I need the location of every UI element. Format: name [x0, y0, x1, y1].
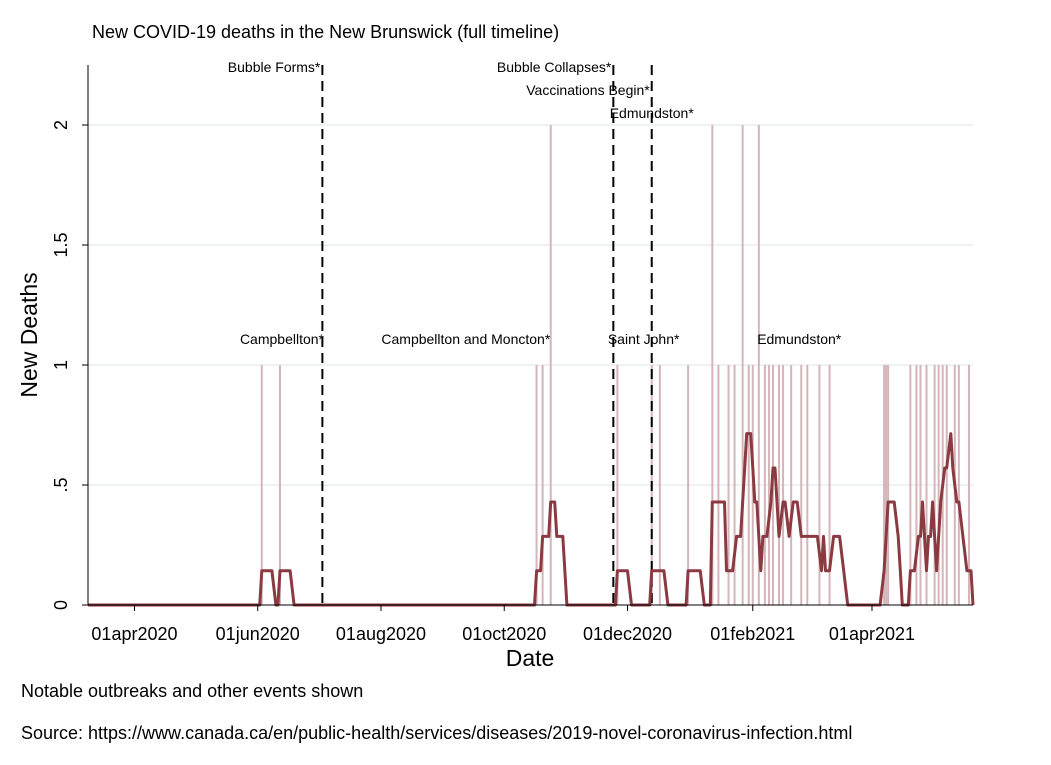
outbreak-label: Saint John* [608, 331, 680, 347]
seven-day-average-line [88, 432, 975, 607]
x-axis-title: Date [506, 645, 555, 671]
y-tick-label: 1.5 [51, 232, 71, 257]
outbreak-label: Campbellton and Moncton* [381, 331, 550, 347]
deaths-timeline-chart: New COVID-19 deaths in the New Brunswick… [16, 22, 975, 671]
outbreak-label: Edmundston* [757, 331, 842, 347]
chart-subtitle-note: Notable outbreaks and other events shown [21, 681, 364, 701]
seven-day-average-series [88, 432, 975, 607]
y-axis-title: New Deaths [16, 272, 42, 397]
x-tick-label: 01apr2021 [829, 624, 915, 644]
event-label: Edmundston* [610, 105, 695, 121]
outbreak-label: Campbellton* [240, 331, 325, 347]
y-tick-label: .5 [51, 477, 71, 492]
x-tick-label: 01feb2021 [710, 624, 795, 644]
x-tick-label: 01oct2020 [462, 624, 546, 644]
daily-deaths-spikes [260, 125, 970, 605]
event-label: Bubble Collapses* [497, 59, 612, 75]
event-lines [321, 65, 653, 605]
event-label: Vaccinations Begin* [526, 82, 650, 98]
y-tick-label: 0 [51, 600, 71, 610]
x-tick-label: 01dec2020 [583, 624, 672, 644]
x-tick-label: 01aug2020 [336, 624, 426, 644]
annotation-labels: Bubble Forms* Bubble Collapses* Vaccinatio… [228, 59, 842, 347]
chart-title: New COVID-19 deaths in the New Brunswick… [92, 22, 559, 42]
axes: 0 .5 1 1.5 2 01apr2020 01jun2020 01aug2020 01oct… [51, 65, 973, 644]
x-tick-label: 01jun2020 [216, 624, 300, 644]
source-note: Source: https://www.canada.ca/en/public-… [21, 723, 853, 743]
y-tick-label: 1 [51, 360, 71, 370]
gridlines [88, 124, 973, 486]
x-tick-label: 01apr2020 [91, 624, 177, 644]
event-label: Bubble Forms* [228, 59, 321, 75]
y-tick-label: 2 [51, 120, 71, 130]
